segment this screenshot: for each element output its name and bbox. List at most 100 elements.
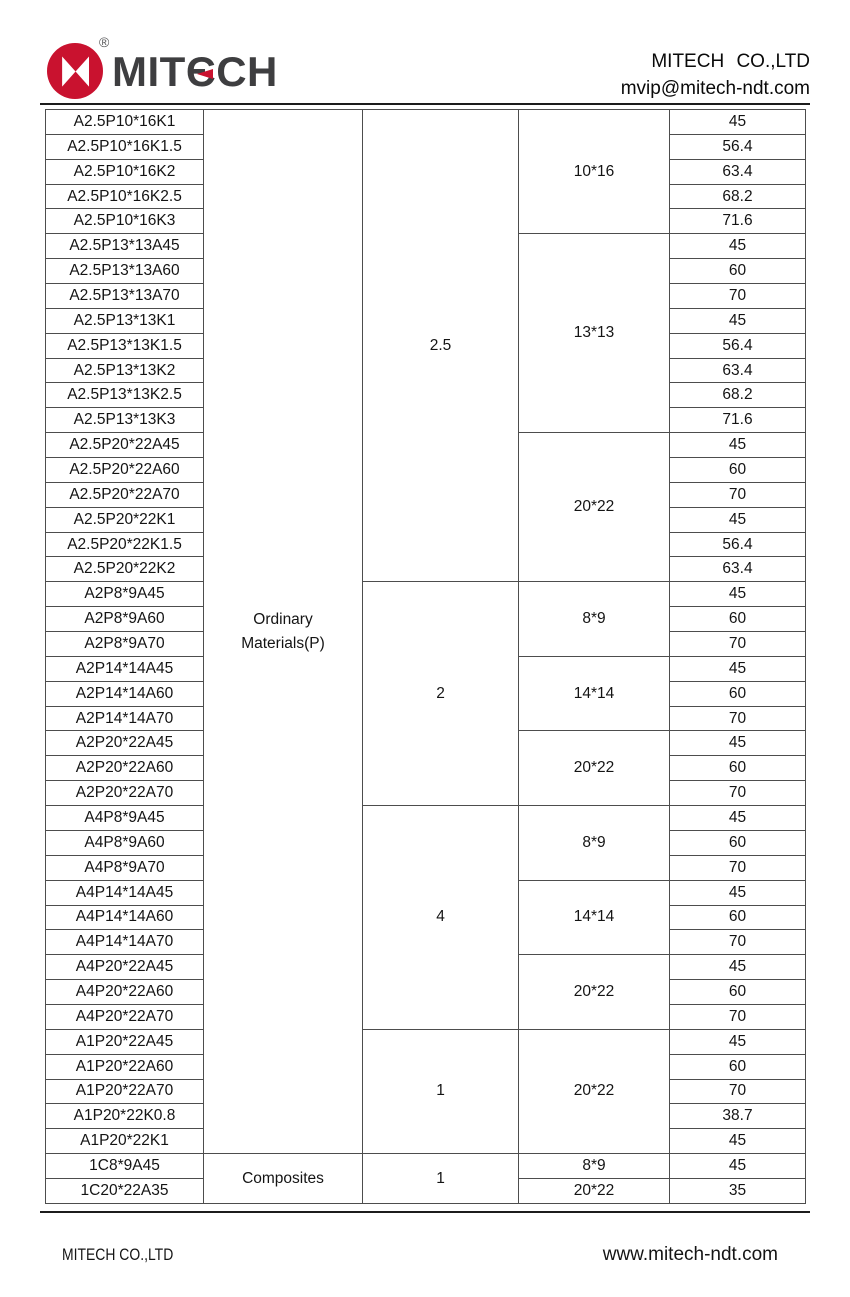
angle-cell: 70 <box>669 705 806 732</box>
model-cell: A2.5P13*13K2 <box>45 357 204 384</box>
page-header: ® MITЄCH MITECH CO.,LTD mvip@mitech-ndt.… <box>0 0 850 103</box>
angle-cell: 45 <box>669 581 806 608</box>
angle-cell: 45 <box>669 805 806 831</box>
angle-cell: 70 <box>669 929 806 956</box>
angle-cell: 60 <box>669 979 806 1005</box>
model-cell: A2P8*9A45 <box>45 581 204 608</box>
model-cell: A2P8*9A70 <box>45 631 204 657</box>
model-cell: A2.5P13*13A60 <box>45 258 204 285</box>
model-cell: A2P20*22A70 <box>45 780 204 807</box>
table-row: 1C8*9A45 Composites 1 8*9 45 <box>45 1153 806 1204</box>
model-cell: A2.5P10*16K1 <box>45 109 204 135</box>
model-cell: A2.5P13*13K1.5 <box>45 332 204 359</box>
logo-letter-e: Є <box>185 48 217 95</box>
model-cell: A2.5P13*13K1 <box>45 307 204 334</box>
table-row: A1P20*22A70 70 <box>45 1078 806 1105</box>
size-cell: 10*16 <box>518 108 670 235</box>
size-cell: 13*13 <box>518 233 670 434</box>
model-cell: A2.5P10*16K3 <box>45 208 204 235</box>
model-cell: A1P20*22A45 <box>45 1028 204 1055</box>
table-row: A2P14*14A45 14*14 45 <box>45 655 806 732</box>
model-cell: A4P8*9A70 <box>45 854 204 881</box>
table-row: A4P8*9A70 70 <box>45 854 806 881</box>
angle-cell: 63.4 <box>669 158 806 185</box>
table-row: A2.5P20*22A70 70 <box>45 481 806 508</box>
table-row: A1P20*22K0.8 38.7 <box>45 1103 806 1130</box>
header-divider <box>40 103 810 105</box>
table-row: A4P14*14A60 60 <box>45 904 806 931</box>
table-row: A2P20*22A70 70 <box>45 780 806 807</box>
registered-trademark-icon: ® <box>99 34 110 50</box>
table-row: A2.5P20*22A45 20*22 45 <box>45 432 806 583</box>
header-email: mvip@mitech-ndt.com <box>620 78 810 99</box>
angle-cell: 60 <box>669 1053 806 1080</box>
angle-cell: 68.2 <box>669 382 806 409</box>
table-row: A2.5P20*22A60 60 <box>45 457 806 483</box>
angle-cell: 70 <box>669 283 806 309</box>
table-row: 1C20*22A35 20*22 35 <box>45 1177 806 1205</box>
model-cell: A2.5P10*16K1.5 <box>45 133 204 160</box>
table-row: A2.5P13*13K1 45 <box>45 307 806 334</box>
angle-cell: 70 <box>669 631 806 657</box>
header-company-name: MITECH CO.,LTD <box>651 51 810 72</box>
size-cell: 14*14 <box>518 879 670 956</box>
size-cell: 20*22 <box>518 730 670 807</box>
model-cell: A2.5P10*16K2 <box>45 158 204 185</box>
model-cell: A2.5P13*13A45 <box>45 233 204 260</box>
model-cell: A4P20*22A45 <box>45 954 204 981</box>
table-row: A2P20*22A45 20*22 45 <box>45 730 806 807</box>
table-row: A2.5P10*16K3 71.6 <box>45 208 806 235</box>
logo-text-left: MIT <box>112 48 186 95</box>
model-cell: 1C20*22A35 <box>45 1177 204 1205</box>
model-cell: A4P20*22A60 <box>45 979 204 1005</box>
model-cell: A2.5P20*22K1 <box>45 506 204 533</box>
angle-cell: 68.2 <box>669 183 806 210</box>
angle-cell: 70 <box>669 1078 806 1105</box>
model-cell: A2P14*14A45 <box>45 655 204 682</box>
table-row: A2.5P10*16K2 63.4 <box>45 158 806 185</box>
model-cell: A1P20*22K0.8 <box>45 1103 204 1130</box>
model-cell: A2.5P20*22A60 <box>45 457 204 483</box>
table-row: A1P20*22K1 45 <box>45 1128 806 1155</box>
model-cell: A4P8*9A45 <box>45 805 204 831</box>
angle-cell: 45 <box>669 506 806 533</box>
angle-cell: 60 <box>669 829 806 856</box>
angle-cell: 60 <box>669 606 806 633</box>
table-row: A2.5P13*13K2.5 68.2 <box>45 382 806 409</box>
probe-table-body: A2.5P10*16K1 Ordinary Materials(P) 2.5 10*1… <box>45 108 806 1205</box>
table-row: A4P14*14A45 14*14 45 <box>45 879 806 956</box>
model-cell: A2.5P20*22A70 <box>45 481 204 508</box>
frequency-cell: 4 <box>362 805 519 1030</box>
table-row: A4P8*9A45 4 8*9 45 <box>45 805 806 1030</box>
model-cell: A2.5P13*13A70 <box>45 283 204 309</box>
model-cell: A2P14*14A70 <box>45 705 204 732</box>
angle-cell: 45 <box>669 730 806 757</box>
model-cell: A4P8*9A60 <box>45 829 204 856</box>
page-footer: MITECH CO.,LTD www.mitech-ndt.com <box>62 1244 778 1266</box>
model-cell: A4P14*14A45 <box>45 879 204 906</box>
angle-cell: 60 <box>669 457 806 483</box>
angle-cell: 63.4 <box>669 556 806 583</box>
size-cell: 20*22 <box>518 1028 670 1155</box>
model-cell: A2.5P20*22A45 <box>45 432 204 459</box>
angle-cell: 70 <box>669 854 806 881</box>
model-cell: A4P14*14A60 <box>45 904 204 931</box>
table-row: A2.5P20*22K1 45 <box>45 506 806 533</box>
angle-cell: 35 <box>669 1177 806 1205</box>
table-row: A2P8*9A70 70 <box>45 631 806 657</box>
frequency-cell: 1 <box>362 1028 519 1155</box>
model-cell: A2P14*14A60 <box>45 680 204 707</box>
angle-cell: 60 <box>669 755 806 782</box>
angle-cell: 70 <box>669 780 806 807</box>
table-row: A2.5P10*16K2.5 68.2 <box>45 183 806 210</box>
table-row: A2P8*9A45 2 8*9 45 <box>45 581 806 807</box>
angle-cell: 38.7 <box>669 1103 806 1130</box>
table-row: A2.5P10*16K1 Ordinary Materials(P) 2.5 10*1… <box>45 108 806 1155</box>
angle-cell: 45 <box>669 1128 806 1155</box>
angle-cell: 45 <box>669 109 806 135</box>
logo-wordmark: MITЄCH <box>112 48 278 96</box>
angle-cell: 70 <box>669 1003 806 1030</box>
model-cell: A2P20*22A45 <box>45 730 204 757</box>
table-row: A2P20*22A60 60 <box>45 755 806 782</box>
